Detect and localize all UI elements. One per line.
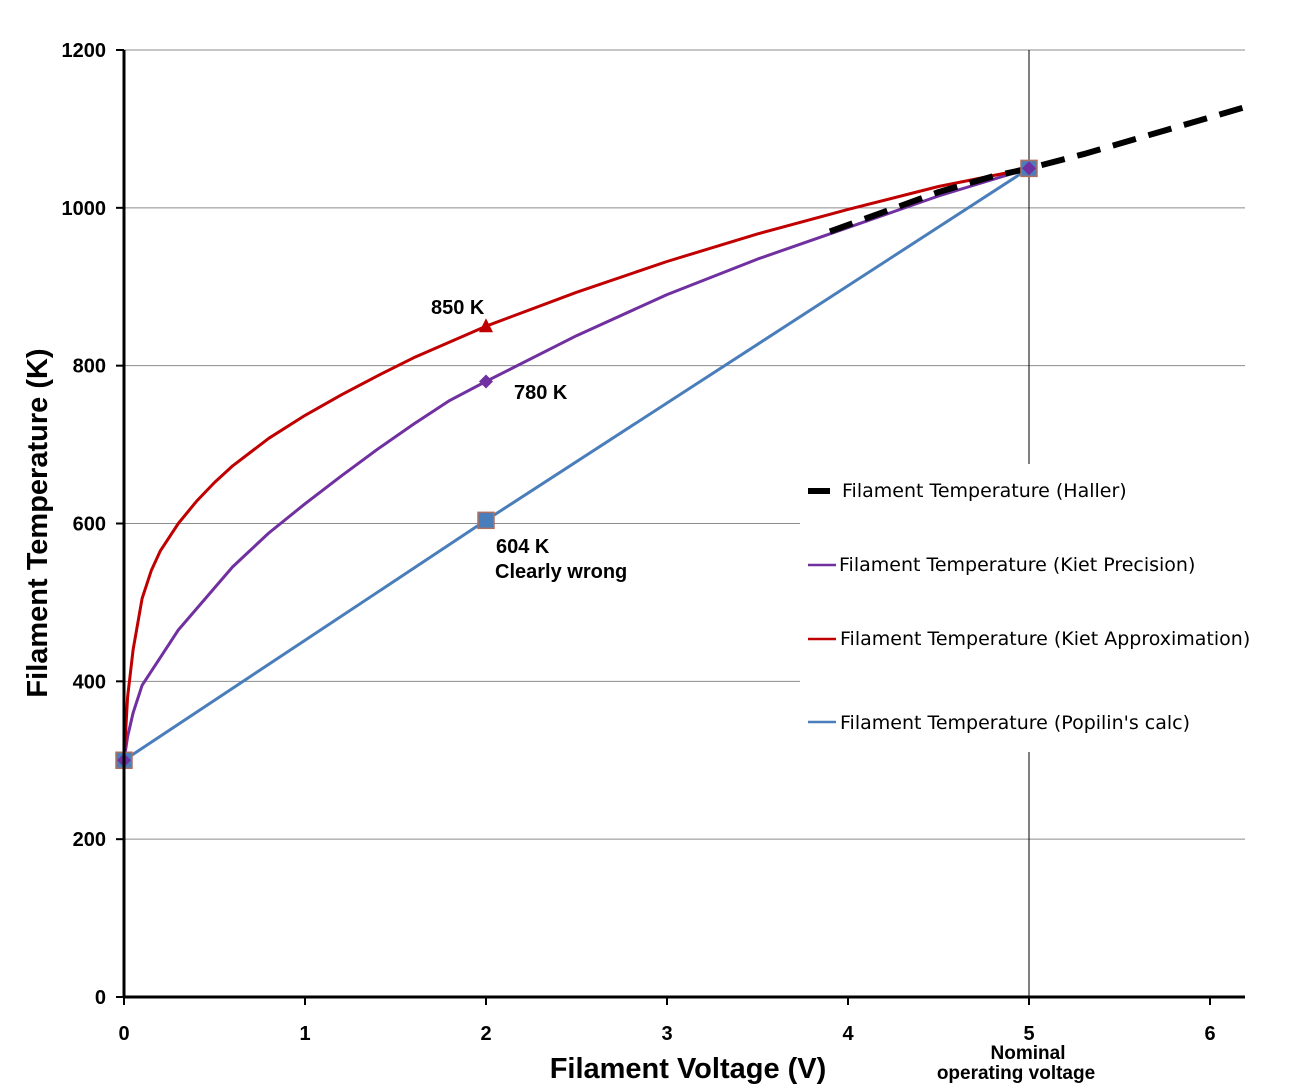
marker-kiet-precision-5v <box>1022 161 1036 176</box>
series-line-kiet-precision <box>122 166 1030 761</box>
series-line-kiet-approximation <box>122 166 1030 761</box>
series-group <box>122 103 1248 762</box>
annotation-604k: 604 K <box>496 536 550 558</box>
y-tick-label-800: 800 <box>73 356 106 378</box>
tick-labels: 0 200 400 600 800 1000 1200 0 1 2 3 4 5 6 <box>62 40 1216 1045</box>
legend-label-haller: Filament Temperature (Haller) <box>842 480 1127 502</box>
legend-label-kiet-approximation: Filament Temperature (Kiet Approximation… <box>840 628 1250 650</box>
legend-background <box>800 466 1260 752</box>
annotation-850k: 850 K <box>431 297 485 319</box>
series-line-haller <box>828 103 1248 235</box>
x-tick-label-0: 0 <box>118 1023 129 1045</box>
x-tick-label-5: 5 <box>1023 1023 1034 1045</box>
grid-lines <box>124 49 1245 840</box>
x-tick-label-3: 3 <box>661 1023 672 1045</box>
x-tick-label-2: 2 <box>480 1023 491 1045</box>
y-tick-label-400: 400 <box>73 671 106 693</box>
annotation-clearly-wrong: Clearly wrong <box>495 561 627 583</box>
x-tick-label-1: 1 <box>299 1023 310 1045</box>
x-tick-label-4: 4 <box>842 1023 854 1045</box>
y-tick-label-0: 0 <box>95 987 106 1009</box>
marker-kiet-approximation-2v <box>479 318 493 333</box>
nominal-label-line1: Nominal <box>991 1043 1066 1064</box>
marker-kiet-precision-2v <box>479 374 493 389</box>
legend-label-kiet-precision: Filament Temperature (Kiet Precision) <box>839 554 1195 576</box>
legend: Filament Temperature (Haller) Filament T… <box>808 480 1250 734</box>
marker-popilin-1 <box>477 511 495 530</box>
nominal-label-line2: operating voltage <box>937 1063 1095 1084</box>
axes-group <box>116 49 1245 1005</box>
x-tick-label-6: 6 <box>1204 1023 1215 1045</box>
y-tick-label-200: 200 <box>73 829 106 851</box>
y-tick-label-600: 600 <box>73 514 106 536</box>
legend-label-popilin: Filament Temperature (Popilin's calc) <box>840 712 1190 734</box>
annotation-780k: 780 K <box>514 382 568 404</box>
x-axis-title: Filament Voltage (V) <box>550 1053 827 1085</box>
y-tick-label-1000: 1000 <box>62 198 107 220</box>
y-tick-label-1200: 1200 <box>62 40 107 62</box>
y-axis-title: Filament Temperature (K) <box>22 348 54 697</box>
